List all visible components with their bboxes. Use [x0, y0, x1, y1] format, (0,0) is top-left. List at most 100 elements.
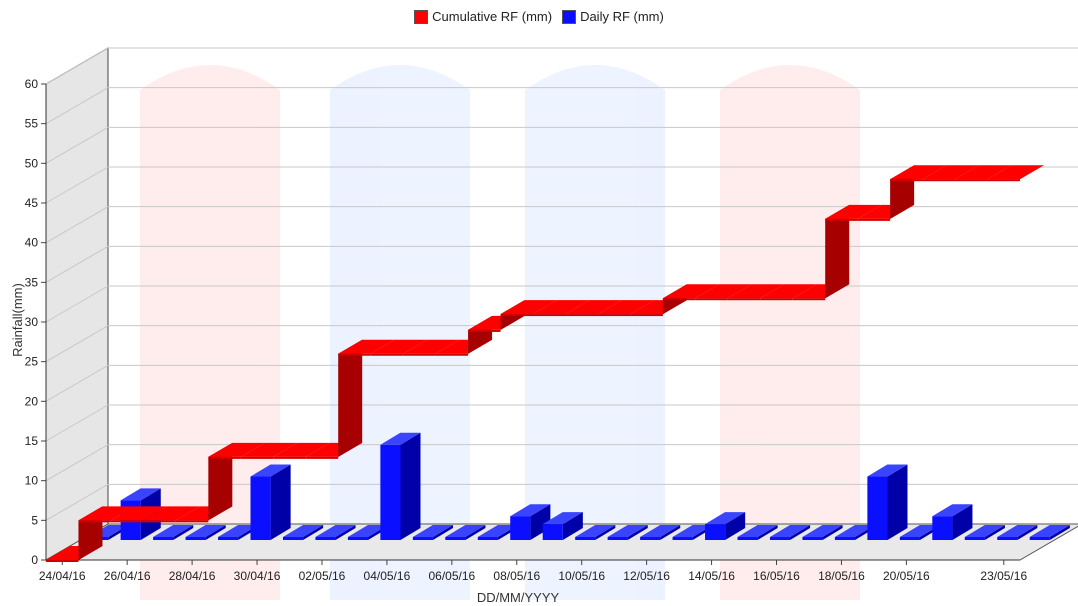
cumulative-step-edge: [208, 456, 241, 459]
daily-bar: [705, 512, 746, 540]
cumulative-riser: [338, 339, 363, 457]
cumulative-step: [500, 300, 557, 317]
grid-line-diag: [45, 364, 109, 402]
daily-bar-side: [984, 525, 1005, 540]
y-axis: 0 5 10 15 20 25 30 35 40 45 50 55 60: [25, 77, 47, 567]
cumulative-step: [727, 284, 785, 301]
cumulative-step: [662, 284, 720, 301]
daily-bar-front: [282, 537, 304, 540]
daily-bar-side: [270, 464, 291, 540]
x-axis-title: DD/MM/YYYY: [477, 590, 560, 605]
grid-line-diag: [45, 206, 109, 244]
grid-line-diag: [45, 444, 109, 482]
x-tick-label: 28/04/16: [169, 569, 216, 583]
cumulative-step-top: [662, 284, 720, 299]
legend-item-daily[interactable]: Daily RF (mm): [562, 9, 664, 24]
grid-line-diag: [45, 483, 109, 521]
daily-bar: [185, 525, 226, 540]
daily-bar-top: [282, 525, 324, 537]
cumulative-step-top: [240, 442, 298, 457]
daily-bar: [769, 525, 811, 540]
daily-bar-top: [412, 525, 453, 537]
daily-bar-top: [640, 525, 681, 537]
cumulative-step-edge: [662, 298, 696, 301]
daily-bar-top: [964, 525, 1005, 537]
grid-line-diag: [45, 47, 109, 85]
x-tick-label: 18/05/16: [818, 569, 865, 583]
daily-bar-front: [769, 537, 791, 540]
daily-bar: [867, 464, 908, 540]
daily-bar-front: [705, 524, 726, 540]
daily-bar-side: [790, 525, 811, 540]
cumulative-step: [208, 442, 265, 459]
cumulative-step: [338, 339, 395, 356]
cumulative-step-edge: [890, 179, 923, 182]
cumulative-riser: [208, 442, 233, 521]
grid-line-diag: [45, 285, 109, 323]
cumulative-step: [143, 506, 200, 523]
legend-item-cumulative[interactable]: Cumulative RF (mm): [414, 9, 552, 24]
cumulative-rf-series: [46, 165, 1044, 562]
daily-bar: [737, 525, 778, 540]
y-tick-label: 40: [25, 236, 39, 250]
daily-bar: [802, 525, 843, 540]
cumulative-step-edge: [370, 353, 404, 356]
y-tick-label: 15: [25, 434, 39, 448]
cumulative-step: [533, 300, 590, 317]
x-tick-label: 26/04/16: [104, 569, 151, 583]
daily-bar-front: [315, 537, 336, 540]
y-tick-label: 10: [25, 474, 39, 488]
daily-bar-top: [185, 525, 226, 537]
daily-bar-side: [822, 525, 843, 540]
cumulative-step-edge: [760, 298, 793, 301]
cumulative-riser: [825, 204, 850, 299]
cumulative-step-top: [208, 442, 265, 457]
cumulative-step-edge: [857, 218, 891, 221]
cumulative-step-top: [825, 204, 882, 219]
y-tick-label: 45: [25, 196, 39, 210]
daily-bar-front: [640, 537, 661, 540]
cumulative-step-edge: [825, 218, 858, 221]
daily-rf-series: [88, 432, 1070, 540]
daily-bar: [607, 525, 648, 540]
daily-bar-top: [153, 525, 194, 537]
daily-bar-front: [932, 516, 953, 540]
cumulative-step: [890, 165, 947, 182]
cumulative-step-top: [78, 506, 135, 521]
daily-bar-front: [218, 537, 239, 540]
daily-bar-side: [205, 525, 226, 540]
cumulative-step-top: [403, 339, 460, 354]
daily-bar-top: [575, 525, 616, 537]
cumulative-step-edge: [695, 298, 728, 301]
x-tick-label: 02/05/16: [299, 569, 346, 583]
daily-bar-side: [887, 464, 908, 540]
x-tick-label: 23/05/16: [980, 569, 1027, 583]
cumulative-step: [305, 339, 363, 459]
daily-bar-side: [303, 525, 324, 540]
cumulative-step-top: [760, 284, 817, 299]
y-tick-label: 55: [25, 117, 39, 131]
daily-bar-top: [477, 525, 518, 537]
cumulative-step-top: [143, 506, 200, 521]
x-tick-label: 12/05/16: [623, 569, 670, 583]
cumulative-step-edge: [110, 520, 144, 523]
legend-swatch-daily: [562, 9, 577, 24]
daily-bar-top: [997, 525, 1038, 537]
cumulative-step-top: [533, 300, 590, 315]
grid-line-diag: [45, 166, 109, 204]
cumulative-step-edge: [240, 456, 274, 459]
daily-bar-front: [445, 537, 466, 540]
x-tick-label: 08/05/16: [493, 569, 540, 583]
daily-bar: [964, 525, 1005, 540]
y-tick-label: 35: [25, 275, 39, 289]
grid-line-diag: [45, 126, 109, 164]
cumulative-step-top: [565, 300, 622, 315]
daily-bar-side: [1017, 525, 1038, 540]
x-tick-label: 24/04/16: [39, 569, 86, 583]
y-tick-label: 5: [31, 513, 38, 527]
daily-bar-side: [335, 525, 356, 540]
daily-bar-side: [432, 525, 453, 540]
daily-bar-side: [173, 525, 194, 540]
watermark-logo: [140, 65, 860, 600]
daily-bar-side: [595, 525, 616, 540]
